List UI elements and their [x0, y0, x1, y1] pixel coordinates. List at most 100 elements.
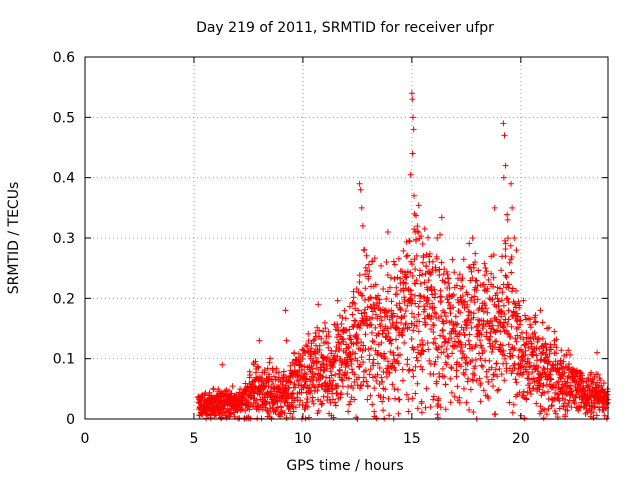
- data-point: [394, 291, 401, 298]
- data-point: [357, 361, 364, 368]
- data-point: [391, 261, 398, 268]
- data-point: [548, 402, 555, 409]
- data-point: [371, 339, 378, 346]
- data-point: [358, 354, 365, 361]
- data-point: [438, 293, 445, 300]
- data-point: [412, 390, 419, 397]
- data-point: [372, 311, 379, 318]
- data-point: [530, 375, 537, 382]
- data-point: [503, 327, 510, 334]
- data-point: [418, 398, 425, 405]
- data-point: [453, 282, 460, 289]
- data-point: [462, 298, 469, 305]
- data-point: [353, 331, 360, 338]
- data-point: [460, 350, 467, 357]
- data-point: [538, 374, 545, 381]
- data-point: [229, 383, 236, 390]
- data-point: [436, 272, 443, 279]
- data-point: [431, 309, 438, 316]
- data-point: [536, 386, 543, 393]
- data-point: [565, 399, 572, 406]
- data-point: [552, 358, 559, 365]
- data-point: [508, 253, 515, 260]
- data-point: [333, 390, 340, 397]
- data-point: [504, 216, 511, 223]
- data-point: [382, 354, 389, 361]
- data-point: [562, 396, 569, 403]
- data-point: [403, 320, 410, 327]
- data-point: [463, 354, 470, 361]
- data-point: [307, 347, 314, 354]
- data-point: [207, 414, 214, 421]
- data-point: [555, 378, 562, 385]
- data-point: [378, 339, 385, 346]
- data-point: [486, 357, 493, 364]
- data-point: [342, 327, 349, 334]
- data-point: [457, 363, 464, 370]
- data-point: [382, 386, 389, 393]
- data-point: [369, 314, 376, 321]
- data-point: [422, 404, 429, 411]
- data-point: [372, 324, 379, 331]
- data-point: [472, 259, 479, 266]
- data-point: [286, 378, 293, 385]
- data-point: [318, 401, 325, 408]
- data-point: [466, 240, 473, 247]
- data-point: [466, 406, 473, 413]
- data-point: [482, 302, 489, 309]
- data-point: [305, 330, 312, 337]
- data-point: [447, 375, 454, 382]
- data-point: [444, 271, 451, 278]
- data-point: [402, 307, 409, 314]
- data-point: [406, 296, 413, 303]
- data-point: [485, 276, 492, 283]
- data-point: [419, 347, 426, 354]
- data-point: [454, 320, 461, 327]
- data-point: [328, 347, 335, 354]
- data-point: [388, 340, 395, 347]
- data-point: [439, 365, 446, 372]
- data-point: [368, 321, 375, 328]
- data-point: [438, 259, 445, 266]
- data-point: [399, 377, 406, 384]
- data-point: [426, 253, 433, 260]
- data-point: [437, 287, 444, 294]
- data-point: [598, 382, 605, 389]
- data-point: [346, 326, 353, 333]
- data-point: [321, 319, 328, 326]
- data-point: [306, 384, 313, 391]
- data-point: [409, 150, 416, 157]
- data-point: [528, 341, 535, 348]
- data-point: [495, 298, 502, 305]
- data-point: [414, 380, 421, 387]
- data-point: [322, 355, 329, 362]
- data-point: [532, 318, 539, 325]
- data-point: [431, 335, 438, 342]
- data-point: [264, 400, 271, 407]
- data-point: [512, 376, 519, 383]
- data-point: [435, 344, 442, 351]
- data-point: [561, 400, 568, 407]
- data-point: [451, 269, 458, 276]
- data-point: [412, 300, 419, 307]
- y-tick-label: 0.3: [53, 231, 75, 247]
- data-point: [544, 353, 551, 360]
- data-point: [429, 291, 436, 298]
- data-point: [542, 340, 549, 347]
- data-point: [441, 335, 448, 342]
- data-point: [303, 342, 310, 349]
- data-point: [338, 376, 345, 383]
- data-point: [358, 382, 365, 389]
- data-point: [492, 315, 499, 322]
- data-point: [522, 347, 529, 354]
- data-point: [536, 335, 543, 342]
- data-point: [374, 360, 381, 367]
- data-point: [315, 358, 322, 365]
- data-point: [319, 360, 326, 367]
- data-point: [402, 273, 409, 280]
- data-point: [432, 340, 439, 347]
- data-point: [462, 366, 469, 373]
- data-point: [304, 403, 311, 410]
- data-point: [545, 388, 552, 395]
- data-point: [344, 391, 351, 398]
